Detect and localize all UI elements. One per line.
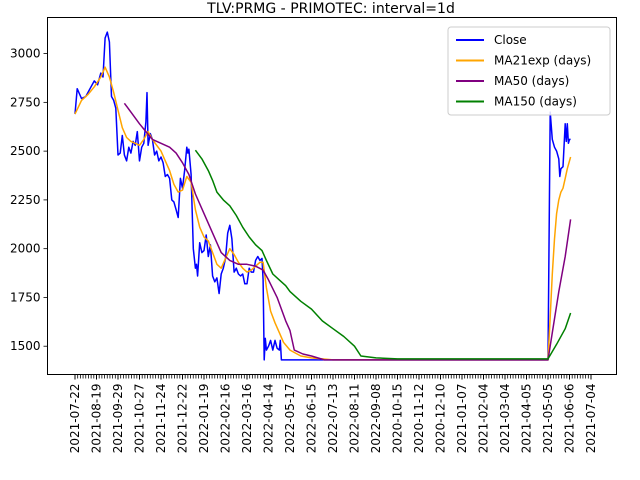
- series-line-3: [194, 149, 572, 360]
- legend-label-0: Close: [494, 33, 527, 47]
- x-tick-label-12: 2022-07-13: [326, 384, 340, 454]
- plot-frame: [47, 17, 617, 375]
- x-axis: 2021-07-22 2021-08-19 2021-09-29 2021-10-27…: [68, 374, 598, 454]
- legend-box: [447, 26, 611, 116]
- legend-label-2: MA50 (days): [494, 74, 569, 88]
- y-tick-label-1: 1750: [10, 290, 41, 304]
- series-line-0: [74, 31, 571, 361]
- x-tick-label-14: 2022-09-08: [369, 384, 383, 454]
- series-line-2: [123, 102, 572, 361]
- x-tick-label-6: 2022-01-19: [197, 384, 211, 454]
- x-tick-label-7: 2022-02-16: [219, 384, 233, 454]
- x-tick-label-8: 2022-03-16: [240, 384, 254, 454]
- y-tick-label-2: 2000: [10, 242, 41, 256]
- legend-label-1: MA21exp (days): [494, 54, 591, 68]
- plot-area: [47, 17, 617, 375]
- y-axis: 1500 1750 2000 2250 2500 2750 3000: [10, 47, 48, 353]
- x-tick-label-19: 2021-02-04: [477, 384, 491, 454]
- x-tick-label-23: 2021-06-06: [563, 384, 577, 454]
- legend: Close MA21exp (days) MA50 (days) MA150 (day…: [447, 26, 611, 116]
- y-tick-label-0: 1500: [10, 339, 41, 353]
- x-tick-label-22: 2021-05-05: [541, 384, 555, 454]
- x-tick-label-20: 2021-03-04: [498, 384, 512, 454]
- x-tick-label-15: 2020-10-15: [391, 384, 405, 454]
- y-tick-label-3: 2250: [10, 193, 41, 207]
- x-tick-label-3: 2021-10-27: [133, 384, 147, 454]
- y-tick-label-5: 2750: [10, 95, 41, 109]
- x-tick-label-0: 2021-07-22: [68, 384, 82, 454]
- x-tick-label-1: 2021-08-19: [90, 384, 104, 454]
- x-tick-label-17: 2020-12-10: [434, 384, 448, 454]
- y-tick-label-4: 2500: [10, 144, 41, 158]
- x-tick-label-18: 2021-01-07: [455, 384, 469, 454]
- series-layer: [74, 31, 572, 361]
- x-tick-label-2: 2021-09-29: [111, 384, 125, 454]
- x-tick-label-13: 2022-08-11: [348, 384, 362, 454]
- x-tick-label-11: 2022-06-15: [305, 384, 319, 454]
- y-tick-label-6: 3000: [10, 47, 41, 61]
- x-tick-label-10: 2022-05-17: [283, 384, 297, 454]
- x-tick-label-9: 2022-04-14: [262, 384, 276, 454]
- x-tick-label-24: 2021-07-04: [584, 384, 598, 454]
- legend-label-3: MA150 (days): [494, 95, 577, 109]
- x-tick-label-16: 2020-11-12: [412, 384, 426, 454]
- x-tick-label-4: 2021-11-24: [154, 384, 168, 454]
- chart-title: TLV:PRMG - PRIMOTEC: interval=1d: [206, 1, 455, 17]
- x-tick-label-5: 2021-12-22: [176, 384, 190, 454]
- x-tick-label-21: 2021-04-05: [520, 384, 534, 454]
